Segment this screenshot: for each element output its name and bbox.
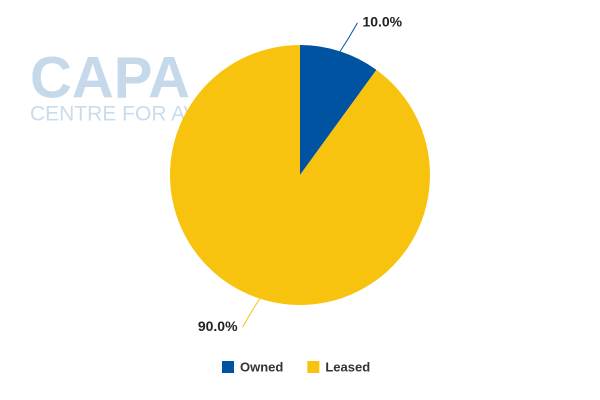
leader-line: [242, 298, 261, 328]
data-label: 90.0%: [198, 318, 238, 334]
pie-slice: [300, 45, 377, 175]
legend-label: Owned: [240, 359, 283, 374]
watermark: CAPA: [30, 45, 190, 110]
leader-line: [339, 22, 358, 52]
legend-swatch: [222, 361, 234, 373]
data-label: 10.0%: [362, 14, 402, 30]
pie-slice: [170, 45, 430, 305]
legend-swatch: [307, 361, 320, 373]
legend-label: Leased: [325, 359, 370, 374]
